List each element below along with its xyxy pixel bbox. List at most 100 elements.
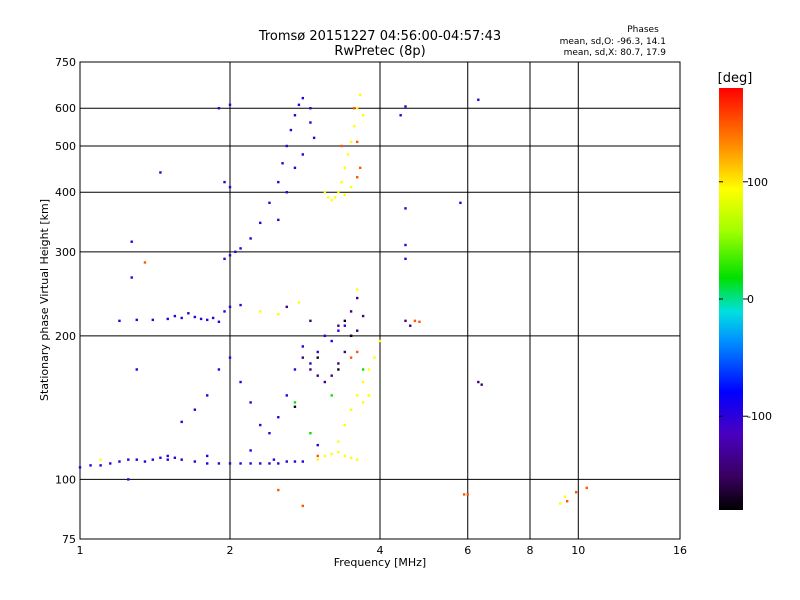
data-point [404,105,407,108]
y-axis-label: Stationary phase Virtual Height [km] [38,199,51,401]
data-point [309,362,312,365]
data-point [228,103,232,107]
data-point [323,380,327,384]
data-point [272,458,276,461]
data-point [281,162,284,165]
data-points [78,93,588,508]
colorbar-ticks: 100 0 -100 [719,176,772,423]
data-point [459,201,462,205]
data-point [159,171,162,174]
data-point [130,240,133,243]
data-point [166,317,169,321]
data-point [118,319,121,323]
data-point [293,405,297,408]
data-point [193,408,197,411]
data-point [343,319,347,323]
data-point [223,310,226,313]
data-point [361,314,365,318]
data-point [418,320,421,323]
data-point [187,312,190,315]
data-point [367,368,371,371]
data-point [268,462,271,465]
data-point [223,180,226,184]
data-point [180,316,183,320]
data-point [309,107,312,110]
data-point [135,368,138,371]
data-point [301,96,305,100]
phase-stats-x: mean, sd,X: 80.7, 17.9 [564,48,667,58]
data-point [285,191,288,194]
data-point [277,416,280,419]
data-point [361,401,365,404]
data-point [352,107,356,110]
data-point [361,368,365,371]
data-point [355,350,359,354]
data-point [559,502,562,505]
data-point [135,318,138,322]
data-point [173,456,177,459]
data-point [343,423,347,427]
chart-title: Tromsø 20151227 04:56:00-04:57:43 [258,29,501,44]
data-point [585,486,588,490]
data-point [259,221,262,225]
data-point [99,464,102,467]
data-point [309,368,312,371]
data-point [249,401,252,404]
phase-stats-box: Phases mean, sd,O: -96.3, 14.1 mean, sd,… [560,25,667,58]
data-point [166,454,169,458]
data-point [309,431,312,435]
data-point [205,318,209,322]
data-point [180,420,183,424]
data-point [346,153,350,156]
data-point [180,458,183,461]
x-tick-label: 8 [527,544,534,557]
data-point [316,374,319,377]
data-point [217,320,221,323]
x-tick-label: 16 [673,544,687,557]
data-point [301,460,305,463]
data-point [355,329,359,332]
data-point [249,462,252,465]
chart-subtitle: RwPretec (8p) [334,44,425,59]
data-point [337,329,340,332]
data-point [355,296,359,300]
data-point [205,462,209,465]
y-axis-ticks: 75 100 200 300 400 500 600 750 [55,56,76,546]
data-point [293,166,297,170]
data-point [373,356,376,359]
data-point [358,166,362,170]
data-point [127,458,130,461]
plot-grid [80,62,680,539]
data-point [565,500,569,503]
data-point [337,191,340,194]
data-point [355,107,359,110]
data-point [277,218,280,222]
data-point [301,345,305,348]
data-point [78,466,82,469]
data-point [316,454,319,458]
data-point [477,380,480,384]
data-point [358,93,362,97]
data-point [404,319,407,323]
y-tick-label: 200 [55,330,76,343]
x-tick-label: 6 [464,544,471,557]
data-point [249,237,252,240]
data-point [205,454,209,458]
data-point [413,319,417,323]
data-point [349,356,353,359]
data-point [143,261,147,264]
data-point [199,317,203,321]
data-point [330,374,333,377]
data-point [462,493,466,496]
data-point [349,310,353,313]
data-point [285,460,288,463]
data-point [337,324,340,327]
data-point [239,462,242,465]
data-point [340,180,343,184]
data-point [277,312,280,316]
data-point [301,153,305,156]
data-point [399,114,402,117]
data-point [293,114,297,117]
data-point [151,318,155,322]
data-point [337,368,340,371]
